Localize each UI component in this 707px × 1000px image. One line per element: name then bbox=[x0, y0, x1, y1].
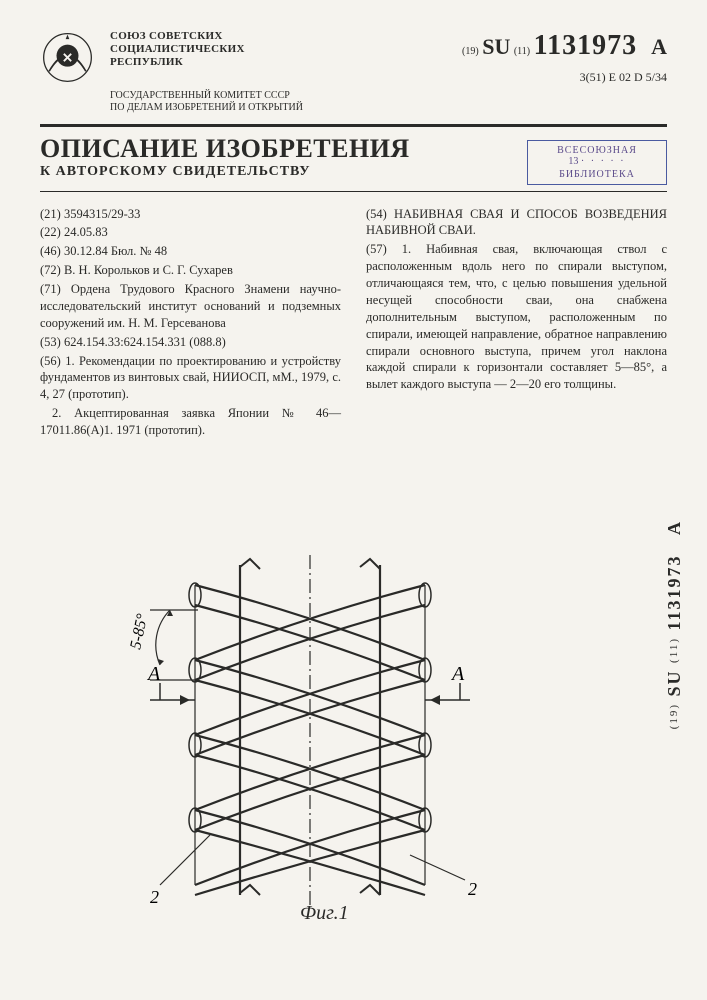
side-code: (19) SU (11) 1131973 A bbox=[664, 520, 685, 729]
committee-line: ГОСУДАРСТВЕННЫЙ КОМИТЕТ СССР bbox=[110, 90, 447, 102]
section-mark-left: A bbox=[146, 663, 161, 685]
section-mark-right: A bbox=[450, 663, 465, 685]
field-54: (54) НАБИВНАЯ СВАЯ И СПОСОБ ВОЗВЕДЕНИЯ Н… bbox=[366, 206, 667, 240]
divider bbox=[40, 191, 667, 192]
stamp-line: ВСЕСОЮЗНАЯ bbox=[536, 145, 658, 156]
org-line: РЕСПУБЛИК bbox=[110, 56, 447, 69]
field-56: (56) 1. Рекомендации по проектированию и… bbox=[40, 353, 341, 404]
stamp-lib: БИБЛИОТЕКА bbox=[536, 169, 658, 180]
su-prefix: (19) bbox=[462, 46, 479, 57]
page: СОЮЗ СОВЕТСКИХ СОЦИАЛИСТИЧЕСКИХ РЕСПУБЛИ… bbox=[0, 0, 707, 1000]
title-block: ОПИСАНИЕ ИЗОБРЕТЕНИЯ К АВТОРСКОМУ СВИДЕТ… bbox=[40, 135, 410, 180]
left-column: (21) 3594315/29-33 (22) 24.05.83 (46) 30… bbox=[40, 206, 341, 441]
field-53: (53) 624.154.33:624.154.331 (088.8) bbox=[40, 334, 341, 351]
title-row: ОПИСАНИЕ ИЗОБРЕТЕНИЯ К АВТОРСКОМУ СВИДЕТ… bbox=[40, 135, 667, 185]
doc-title: ОПИСАНИЕ ИЗОБРЕТЕНИЯ bbox=[40, 135, 410, 162]
ref-2-left: 2 bbox=[150, 887, 159, 907]
field-56b: 2. Акцептированная заявка Японии № 46—17… bbox=[40, 405, 341, 439]
divider bbox=[40, 124, 667, 127]
su-mid: (11) bbox=[514, 46, 530, 57]
stamp-num: 13 · · · · · bbox=[536, 156, 658, 167]
field-71: (71) Ордена Трудового Красного Знамени н… bbox=[40, 281, 341, 332]
figure-1: 5-85° A A 2 2 Фиг.1 bbox=[100, 555, 500, 935]
ref-2-right: 2 bbox=[468, 879, 477, 899]
org-line: СОЮЗ СОВЕТСКИХ bbox=[110, 30, 447, 43]
su-code: SU bbox=[482, 34, 510, 59]
su-suffix: A bbox=[651, 34, 667, 59]
org-line: СОЦИАЛИСТИЧЕСКИХ bbox=[110, 43, 447, 56]
classification: 3(51) E 02 D 5/34 bbox=[462, 70, 667, 85]
field-21: (21) 3594315/29-33 bbox=[40, 206, 341, 223]
committee: ГОСУДАРСТВЕННЫЙ КОМИТЕТ СССР ПО ДЕЛАМ ИЗ… bbox=[110, 90, 447, 114]
su-code-row: (19) SU (11) 1131973 A bbox=[462, 30, 667, 62]
field-22: (22) 24.05.83 bbox=[40, 224, 341, 241]
right-column: (54) НАБИВНАЯ СВАЯ И СПОСОБ ВОЗВЕДЕНИЯ Н… bbox=[366, 206, 667, 441]
org-block: СОЮЗ СОВЕТСКИХ СОЦИАЛИСТИЧЕСКИХ РЕСПУБЛИ… bbox=[110, 30, 447, 114]
org-title: СОЮЗ СОВЕТСКИХ СОЦИАЛИСТИЧЕСКИХ РЕСПУБЛИ… bbox=[110, 30, 447, 70]
figure-caption: Фиг.1 bbox=[300, 902, 349, 925]
doc-subtitle: К АВТОРСКОМУ СВИДЕТЕЛЬСТВУ bbox=[40, 164, 410, 180]
su-block: (19) SU (11) 1131973 A 3(51) E 02 D 5/34 bbox=[462, 30, 667, 85]
columns: (21) 3594315/29-33 (22) 24.05.83 (46) 30… bbox=[40, 206, 667, 441]
field-57: (57) 1. Набивная свая, включающая ствол … bbox=[366, 241, 667, 393]
su-number: 1131973 bbox=[534, 30, 637, 61]
field-46: (46) 30.12.84 Бюл. № 48 bbox=[40, 243, 341, 260]
ussr-emblem-icon bbox=[40, 30, 95, 85]
header: СОЮЗ СОВЕТСКИХ СОЦИАЛИСТИЧЕСКИХ РЕСПУБЛИ… bbox=[40, 30, 667, 114]
committee-line: ПО ДЕЛАМ ИЗОБРЕТЕНИЙ И ОТКРЫТИЙ bbox=[110, 102, 447, 114]
field-72: (72) В. Н. Корольков и С. Г. Сухарев bbox=[40, 262, 341, 279]
angle-label: 5-85° bbox=[127, 612, 151, 651]
library-stamp: ВСЕСОЮЗНАЯ 13 · · · · · БИБЛИОТЕКА bbox=[527, 140, 667, 185]
